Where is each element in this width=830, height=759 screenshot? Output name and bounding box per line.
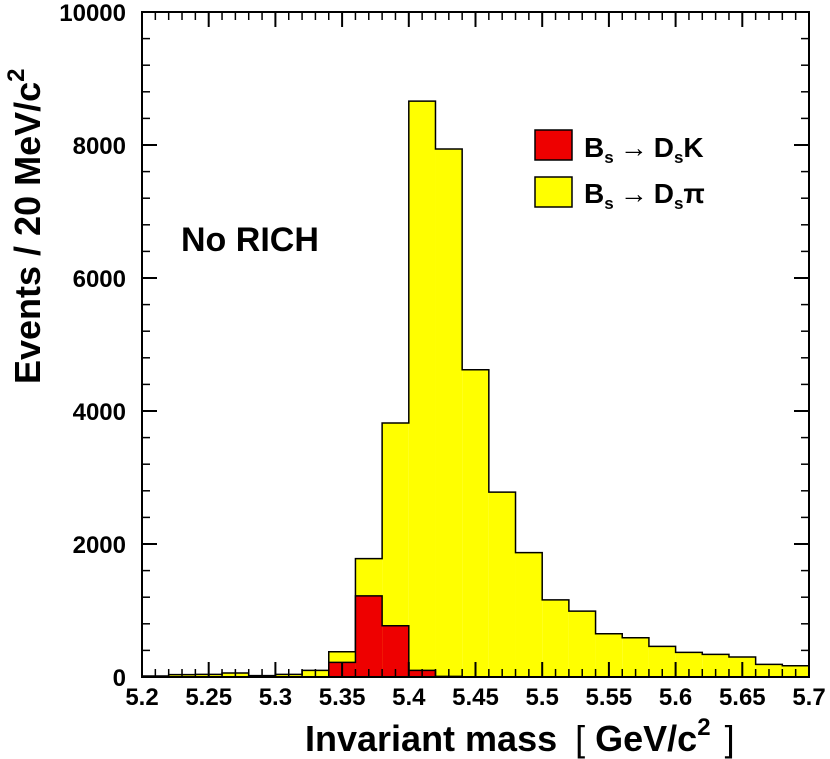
bar-ds-pi-21 [702, 654, 729, 677]
bar-ds-k-8 [355, 595, 383, 677]
y-tick-label: 8000 [73, 133, 126, 160]
x-tick-label: 5.6 [659, 684, 692, 711]
bar-ds-pi-14 [515, 552, 543, 677]
bar-ds-pi-12 [462, 369, 489, 677]
x-tick-label: 5.2 [125, 684, 158, 711]
x-tick-label: 5.55 [586, 684, 633, 711]
legend-swatch-ds-pi [534, 176, 573, 208]
bar-ds-pi-16 [568, 611, 596, 677]
y-axis-title: Events / 20 MeV/c2 [3, 68, 48, 384]
x-tick-label: 5.45 [452, 684, 499, 711]
bar-ds-pi-11 [435, 148, 463, 678]
bar-ds-k-9 [382, 625, 409, 677]
bar-ds-pi-13 [488, 492, 516, 677]
x-tick-label: 5.5 [526, 684, 559, 711]
x-tick-label: 5.25 [185, 684, 232, 711]
legend-label-ds-pi: Bs → Dsπ [584, 178, 705, 213]
legend-swatch-ds-k [534, 129, 573, 161]
x-tick-label: 5.3 [259, 684, 292, 711]
y-tick-label: 10000 [59, 0, 126, 27]
y-tick-label: 0 [113, 665, 126, 692]
bar-ds-pi-10 [408, 101, 436, 678]
legend-label-ds-k: Bs → DsK [584, 132, 704, 167]
axis-ticks: 5.2 5.25 5.3 5.35 5.4 5.45 5.5 5.55 5.6 5.65 5.7 0 2… [59, 0, 825, 711]
x-tick-label: 5.4 [392, 684, 426, 711]
annotation-no-rich: No RICH [181, 221, 319, 259]
x-tick-label: 5.35 [319, 684, 366, 711]
x-axis-title: Invariant mass[GeV/c2] [305, 714, 735, 759]
series-ds-k [142, 595, 809, 678]
y-tick-label: 4000 [73, 399, 126, 426]
x-tick-label: 5.65 [719, 684, 766, 711]
x-tick-label: 5.7 [792, 684, 825, 711]
y-tick-label: 2000 [73, 532, 126, 559]
bar-ds-pi-15 [542, 599, 569, 677]
legend: Bs → DsK Bs → Dsπ [534, 129, 705, 213]
y-tick-label: 6000 [73, 266, 126, 293]
